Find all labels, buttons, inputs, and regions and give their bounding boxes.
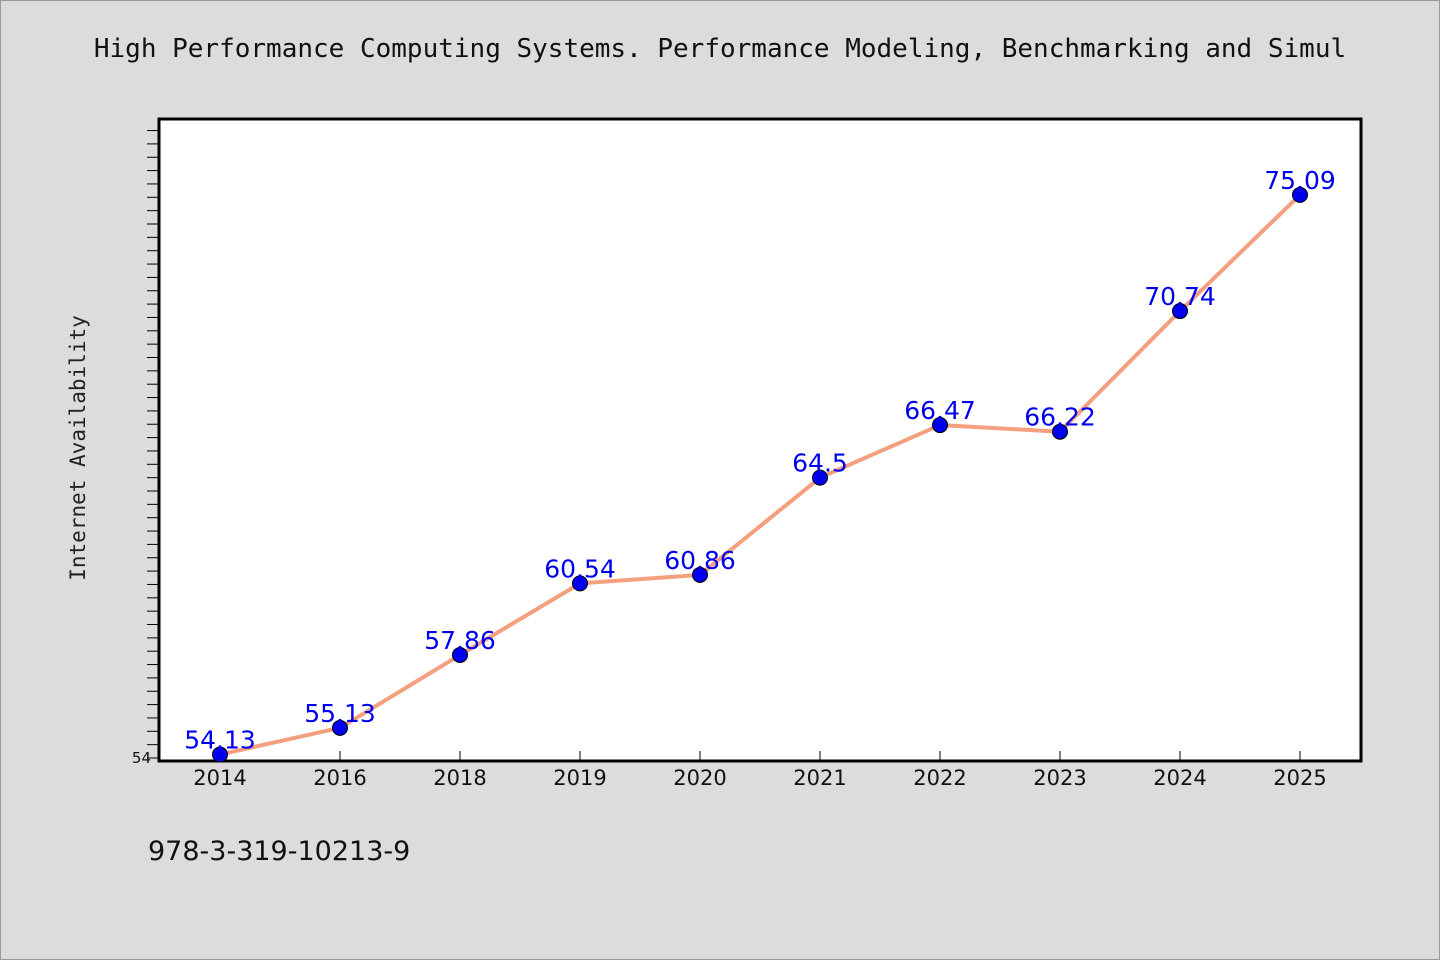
- data-label: 64.5: [792, 449, 848, 478]
- data-label: 60.54: [544, 554, 616, 583]
- plot-area: [157, 117, 1363, 763]
- data-point: [452, 646, 468, 663]
- data-point: [1172, 303, 1188, 320]
- x-tick-label: 2025: [1273, 766, 1326, 790]
- x-tick-label: 2014: [193, 766, 246, 790]
- data-label: 55.13: [304, 699, 376, 728]
- x-tick-label: 2018: [433, 766, 486, 790]
- isbn-footer: 978-3-319-10213-9: [148, 836, 411, 867]
- x-tick-label: 2016: [313, 766, 366, 790]
- data-label: 66.22: [1024, 403, 1096, 432]
- data-point: [1292, 186, 1308, 203]
- data-point: [212, 746, 228, 763]
- data-label: 70.74: [1144, 282, 1216, 311]
- data-point: [1052, 423, 1068, 440]
- data-label: 57.86: [424, 626, 496, 655]
- data-label: 60.86: [664, 546, 736, 575]
- data-label: 75.09: [1264, 166, 1336, 195]
- x-tick-label: 2019: [553, 766, 606, 790]
- x-tick-label: 2023: [1033, 766, 1086, 790]
- data-point: [572, 575, 588, 592]
- x-tick-label: 2020: [673, 766, 726, 790]
- chart-title: High Performance Computing Systems. Perf…: [93, 34, 1347, 64]
- data-point: [932, 417, 948, 434]
- data-point: [332, 719, 348, 736]
- data-point: [812, 469, 828, 486]
- x-tick-label: 2022: [913, 766, 966, 790]
- x-tick-label: 2024: [1153, 766, 1206, 790]
- y-axis-ticks: 54: [132, 130, 158, 767]
- data-point: [692, 566, 708, 583]
- y-tick-label: 54: [132, 749, 151, 767]
- x-axis-ticks: 2014 2016 2018 2019 2020 2021 2022 2023 2024 2025: [193, 751, 1327, 790]
- data-markers: [212, 186, 1308, 763]
- data-labels: 54.13 55.13 57.86 60.54 60.86 64.5 66.47 66.22 7…: [184, 166, 1336, 755]
- data-label: 54.13: [184, 726, 256, 755]
- x-tick-label: 2021: [793, 766, 846, 790]
- series-line: [218, 192, 1302, 757]
- data-label: 66.47: [904, 396, 976, 425]
